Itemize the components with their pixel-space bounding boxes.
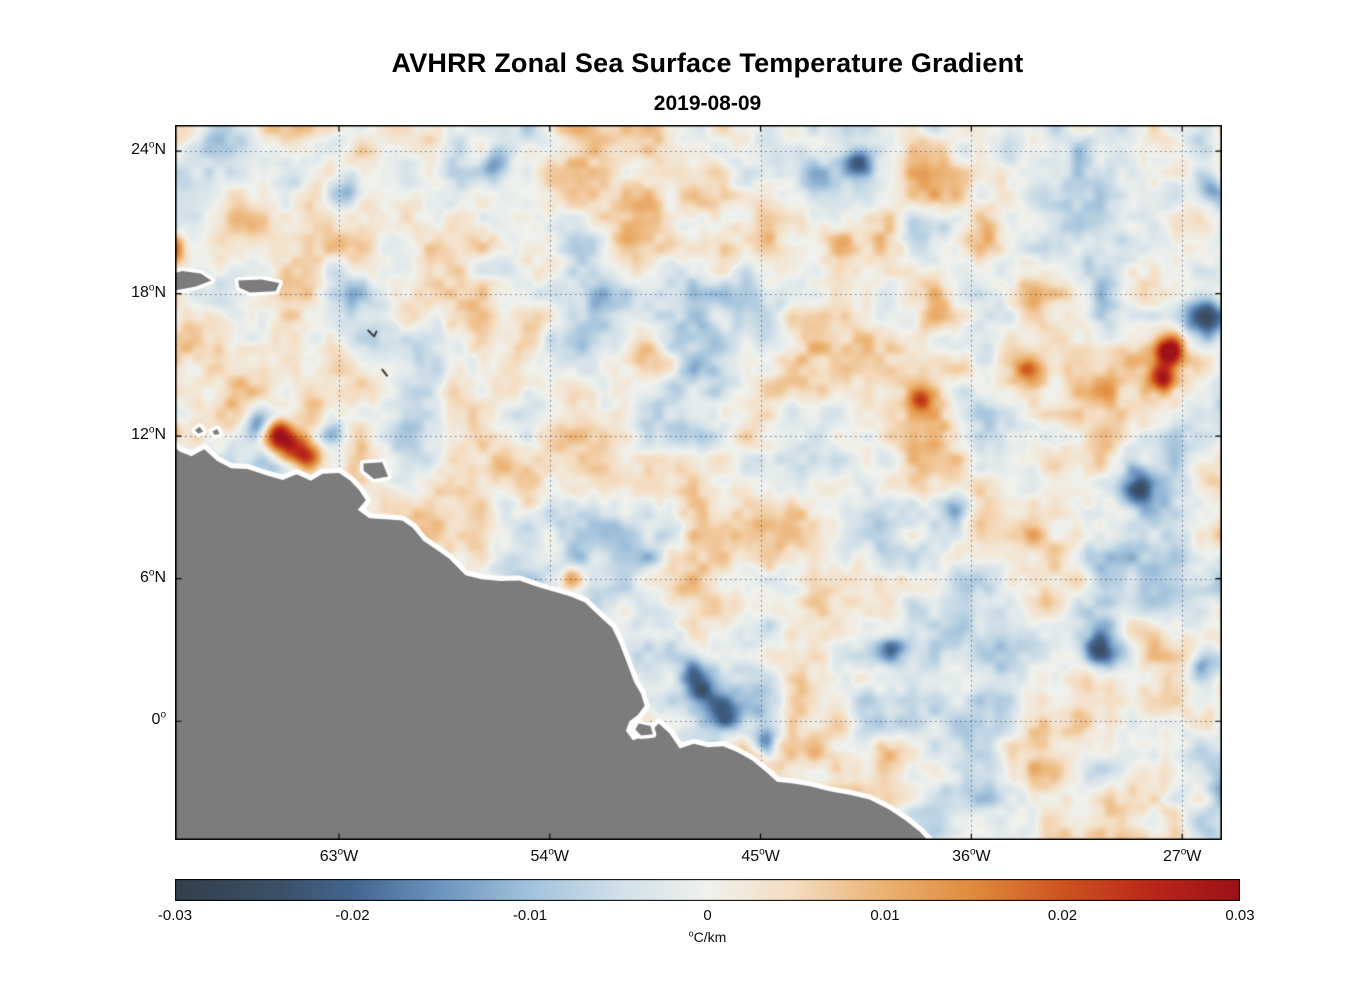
colorbar-tick-label: 0.03 bbox=[1225, 907, 1255, 924]
x-tick-label: 45oW bbox=[741, 846, 780, 865]
colorbar-tick-label: -0.03 bbox=[157, 907, 193, 924]
chart-date: 2019-08-09 bbox=[653, 92, 762, 115]
chart-title: AVHRR Zonal Sea Surface Temperature Grad… bbox=[391, 48, 1024, 78]
colorbar-tick-label: 0.01 bbox=[870, 907, 900, 924]
colorbar-tick-label: -0.01 bbox=[512, 907, 548, 924]
degree-symbol: o bbox=[759, 846, 765, 858]
colorbar-tick-label: 0 bbox=[703, 907, 712, 924]
colorbar-canvas bbox=[175, 879, 1240, 901]
y-tick-label: 6oN bbox=[139, 567, 166, 586]
colorbar-tick-label: 0.02 bbox=[1047, 907, 1078, 924]
degree-symbol: o bbox=[160, 709, 166, 721]
degree-symbol: o bbox=[548, 846, 554, 858]
colorbar-unit-label: oC/km bbox=[175, 929, 1240, 945]
x-tick-label: 27oW bbox=[1162, 846, 1202, 865]
y-tick-label: 12oN bbox=[131, 424, 166, 444]
degree-symbol: o bbox=[969, 846, 976, 858]
degree-symbol: o bbox=[148, 282, 155, 294]
degree-symbol: o bbox=[148, 424, 155, 436]
degree-symbol: o bbox=[148, 139, 155, 151]
degree-symbol: o bbox=[337, 846, 344, 858]
degree-symbol: o bbox=[1180, 846, 1187, 858]
y-tick-label: 18oN bbox=[131, 282, 166, 301]
degree-symbol: o bbox=[688, 928, 694, 939]
colorbar-unit-text: C/km bbox=[693, 929, 727, 945]
y-tick-label: 0o bbox=[151, 709, 166, 729]
colorbar-tick-label: -0.02 bbox=[335, 907, 370, 924]
map-canvas bbox=[175, 125, 1222, 840]
y-tick-label: 24oN bbox=[131, 139, 166, 159]
x-tick-label: 54oW bbox=[530, 846, 569, 865]
x-tick-label: 36oW bbox=[952, 846, 991, 865]
degree-symbol: o bbox=[148, 567, 155, 579]
x-tick-label: 63oW bbox=[319, 846, 359, 865]
